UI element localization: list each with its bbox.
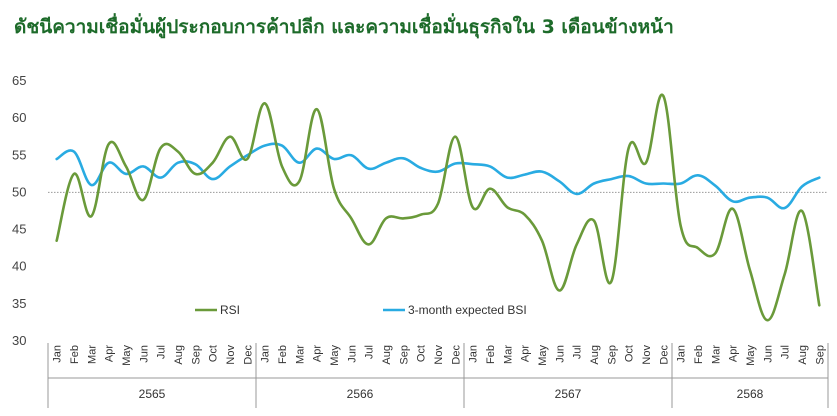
- x-year-label: 2566: [347, 387, 374, 401]
- x-month-label: Jan: [260, 345, 272, 363]
- x-month-label: Mar: [294, 345, 306, 364]
- x-month-label: Jul: [572, 345, 584, 359]
- x-month-label: Sep: [814, 345, 826, 365]
- x-month-label: Sep: [190, 345, 202, 365]
- x-month-label: Oct: [416, 345, 428, 362]
- x-month-label: Dec: [658, 345, 670, 365]
- x-month-label: Feb: [69, 345, 81, 364]
- x-year-label: 2568: [737, 387, 764, 401]
- bsi-legend-label: 3-month expected BSI: [408, 303, 527, 317]
- x-month-label: Jul: [156, 345, 168, 359]
- y-tick-label: 65: [12, 73, 26, 88]
- y-tick-label: 40: [12, 259, 26, 274]
- x-month-label: Jan: [52, 345, 64, 363]
- x-month-label: Mar: [710, 345, 722, 364]
- x-month-label: Sep: [398, 345, 410, 365]
- x-month-label: Feb: [485, 345, 497, 364]
- x-month-label: Jan: [676, 345, 688, 363]
- y-tick-label: 30: [12, 333, 26, 348]
- x-month-label: Nov: [433, 345, 445, 365]
- x-month-label: Mar: [502, 345, 514, 364]
- x-month-label: Dec: [450, 345, 462, 365]
- x-month-label: Aug: [589, 345, 601, 365]
- x-month-label: Jul: [780, 345, 792, 359]
- x-month-label: Jun: [762, 345, 774, 363]
- x-month-label: Jan: [468, 345, 480, 363]
- x-month-label: Nov: [641, 345, 653, 365]
- x-month-label: Aug: [797, 345, 809, 365]
- y-tick-label: 55: [12, 147, 26, 162]
- y-tick-label: 45: [12, 222, 26, 237]
- x-month-label: Nov: [225, 345, 237, 365]
- x-month-label: Dec: [242, 345, 254, 365]
- bsi-series-line: [55, 142, 821, 210]
- x-month-label: Jun: [138, 345, 150, 363]
- x-month-label: May: [745, 345, 757, 366]
- x-month-label: Jun: [554, 345, 566, 363]
- x-month-label: Sep: [606, 345, 618, 365]
- x-year-label: 2565: [139, 387, 166, 401]
- rsi-legend-label: RSI: [220, 303, 240, 317]
- x-month-label: May: [329, 345, 341, 366]
- x-month-label: Oct: [208, 345, 220, 362]
- x-month-label: May: [537, 345, 549, 366]
- x-month-label: Jul: [364, 345, 376, 359]
- x-month-label: Apr: [104, 345, 116, 362]
- x-month-label: May: [121, 345, 133, 366]
- x-month-label: Oct: [624, 345, 636, 362]
- x-month-label: Feb: [277, 345, 289, 364]
- x-month-label: Apr: [520, 345, 532, 362]
- rsi-series-line: [55, 93, 821, 322]
- x-year-label: 2567: [555, 387, 582, 401]
- x-month-label: Aug: [173, 345, 185, 365]
- y-tick-label: 60: [12, 110, 26, 125]
- y-tick-label: 50: [12, 184, 26, 199]
- x-month-label: Aug: [381, 345, 393, 365]
- x-month-label: Jun: [346, 345, 358, 363]
- chart-title: ดัชนีความเชื่อมั่นผู้ประกอบการค้าปลีก แล…: [14, 16, 674, 38]
- x-month-label: Mar: [86, 345, 98, 364]
- x-month-label: Feb: [693, 345, 705, 364]
- y-tick-label: 35: [12, 296, 26, 311]
- x-month-label: Apr: [312, 345, 324, 362]
- x-month-label: Apr: [728, 345, 740, 362]
